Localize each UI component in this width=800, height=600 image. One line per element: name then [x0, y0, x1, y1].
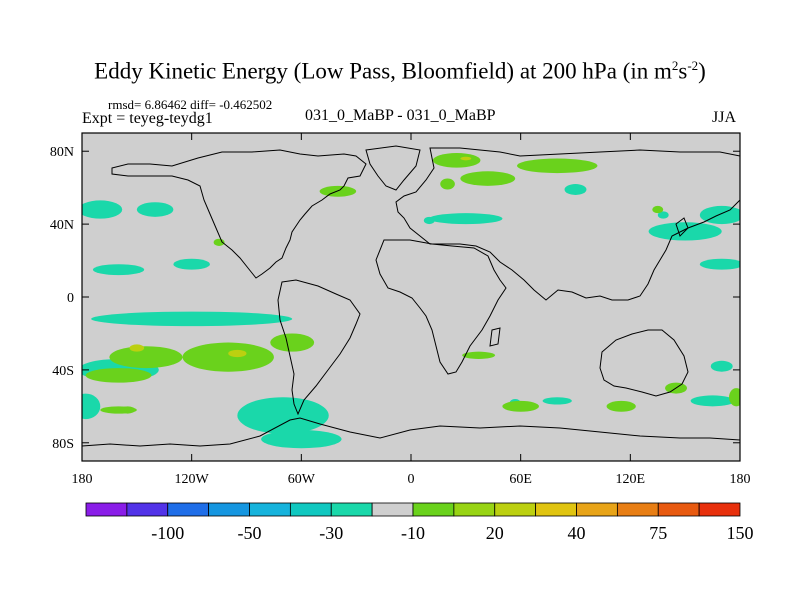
ekE-region-3: [173, 258, 210, 270]
ekE-region-21: [182, 342, 274, 372]
coastline-north-america: [111, 149, 367, 279]
ekE-region-14: [699, 258, 740, 270]
colorbar-label-0: -100: [151, 523, 184, 543]
ekE-region-27: [460, 171, 516, 186]
colorbar-box-15: [698, 502, 741, 517]
ekE-region-6: [82, 393, 101, 420]
colorbar-box-2: [167, 502, 210, 517]
ekE-region-9: [564, 184, 587, 195]
ekE-region-29: [440, 178, 455, 190]
y-tick-label-2: 0: [67, 291, 74, 306]
expt-text: Expt = teyeg-teydg1: [82, 110, 213, 127]
ekE-region-39: [228, 349, 247, 358]
colorbar-box-1: [126, 502, 169, 517]
ekE-region-38: [129, 344, 145, 352]
coastline-madagascar: [489, 327, 501, 347]
colorbar-box-10: [494, 502, 537, 517]
ekE-region-7: [237, 397, 329, 434]
colorbar-box-5: [289, 502, 332, 517]
y-tick-label-4: 80S: [52, 437, 74, 452]
coastline-eurasia: [395, 147, 740, 301]
ekE-region-1: [136, 202, 174, 217]
ekE-region-0: [82, 200, 123, 219]
colorbar-box-14: [657, 502, 700, 517]
y-tick-label-1: 40N: [50, 218, 74, 233]
colorbar-box-4: [249, 502, 291, 517]
x-tick-label-6: 180: [730, 472, 751, 487]
case-label: 031_0_MaBP - 031_0_MaBP: [305, 107, 496, 124]
ekE-region-2: [92, 264, 145, 276]
x-tick-label-4: 60E: [509, 472, 532, 487]
ekE-region-22: [85, 368, 152, 383]
ekE-region-36: [729, 388, 740, 407]
ekE-region-11: [423, 216, 435, 225]
colorbar-box-6: [330, 502, 373, 517]
coastline-japan: [675, 217, 689, 237]
ekE-region-4: [91, 311, 293, 327]
colorbar-box-11: [535, 502, 577, 517]
ekE-region-17: [542, 397, 572, 405]
ekE-region-26: [432, 153, 481, 168]
colorbar-label-5: 40: [568, 523, 586, 543]
x-axis: 180 120W 60W 0 60E 120E 180: [72, 133, 751, 487]
ekE-region-32: [462, 351, 496, 359]
x-tick-label-5: 120E: [616, 472, 646, 487]
colorbar-box-13: [616, 502, 659, 517]
colorbar-box-0: [85, 502, 128, 517]
y-tick-label-0: 80N: [50, 145, 74, 160]
ekE-region-34: [606, 400, 636, 412]
y-axis: 80N 40N 0 40S 80S: [50, 145, 740, 452]
x-tick-label-3: 0: [408, 472, 415, 487]
coastline-antarctica: [82, 417, 740, 461]
y-tick-label-3: 40S: [52, 364, 74, 379]
ekE-region-33: [502, 400, 539, 412]
rmsd-text: rmsd= 6.86462 diff= -0.462502: [108, 97, 273, 112]
ekE-region-40: [460, 156, 472, 161]
ekE-region-31: [652, 205, 664, 214]
ekE-region-15: [710, 360, 733, 372]
colorbar-label-2: -30: [319, 523, 343, 543]
coastline-australia: [599, 329, 689, 397]
x-tick-label-1: 120W: [175, 472, 210, 487]
ekE-region-28: [517, 158, 598, 174]
ekE-region-24: [270, 333, 315, 352]
colorbar-box-9: [453, 502, 496, 517]
ekE-region-37: [100, 406, 137, 414]
colorbar-label-4: 20: [486, 523, 504, 543]
colorbar-box-7: [371, 502, 414, 517]
ekE-region-10: [429, 213, 503, 225]
ekE-region-19: [657, 211, 669, 219]
colorbar-label-6: 75: [649, 523, 667, 543]
coastline-africa: [375, 239, 507, 375]
colorbar-box-12: [576, 502, 618, 517]
colorbar-label-3: -10: [401, 523, 425, 543]
data-regions: [82, 153, 740, 449]
colorbar-box-8: [412, 502, 455, 517]
colorbar-label-1: -50: [238, 523, 262, 543]
chart-title: Eddy Kinetic Energy (Low Pass, Bloomfiel…: [94, 58, 706, 84]
colorbar: -100 -50 -30 -10 20 40 75 150: [85, 502, 754, 543]
colorbar-box-3: [208, 502, 250, 517]
ekE-region-16: [690, 395, 735, 407]
x-tick-label-0: 180: [72, 472, 93, 487]
ekE-region-13: [699, 205, 740, 225]
coastline-greenland: [365, 145, 421, 191]
ekE-region-20: [109, 346, 183, 369]
season-label: JJA: [712, 109, 737, 126]
coastline-south-america: [277, 279, 361, 416]
colorbar-label-7: 150: [727, 523, 754, 543]
coastlines: [82, 145, 740, 461]
x-tick-label-2: 60W: [288, 472, 316, 487]
ekE-region-8: [261, 430, 342, 449]
